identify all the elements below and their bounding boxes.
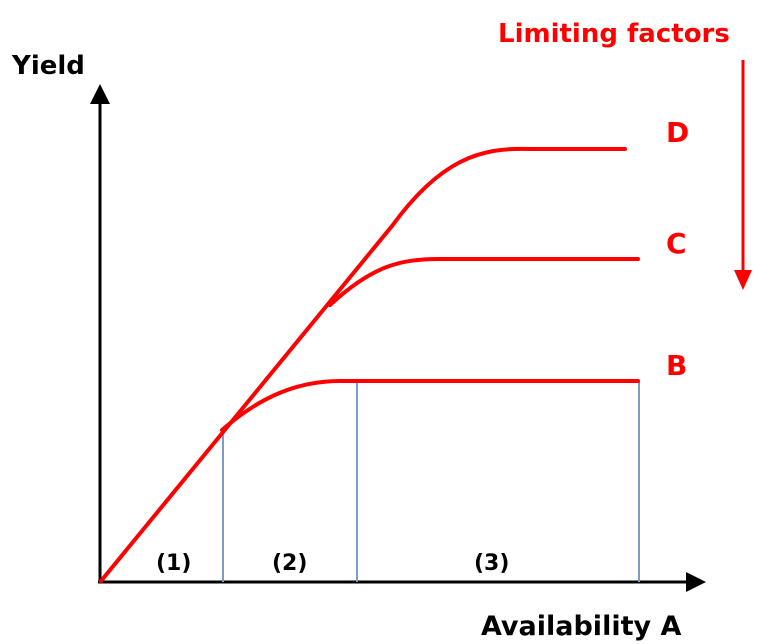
- region-label-2: (2): [272, 551, 307, 576]
- curve-b: [220, 379, 640, 432]
- region-label-1: (1): [156, 551, 191, 576]
- y-axis-arrowhead: [90, 84, 110, 104]
- curve-label-b: B: [666, 349, 687, 382]
- curve-c: [328, 257, 640, 307]
- axes: [90, 84, 706, 592]
- curve-label-c: C: [666, 227, 687, 260]
- curves: [99, 146, 640, 583]
- limiting-factors-arrow: [734, 60, 752, 290]
- x-axis-arrowhead: [686, 572, 706, 592]
- region-label-3: (3): [474, 551, 509, 576]
- x-axis-label: Availability A: [481, 611, 681, 642]
- region-dividers: [222, 381, 640, 582]
- y-axis-label: Yield: [11, 51, 85, 81]
- limiting-factors-arrow-head: [734, 270, 752, 290]
- curve-d: [99, 146, 627, 583]
- limiting-factors-label: Limiting factors: [498, 19, 730, 49]
- curve-label-d: D: [666, 116, 689, 149]
